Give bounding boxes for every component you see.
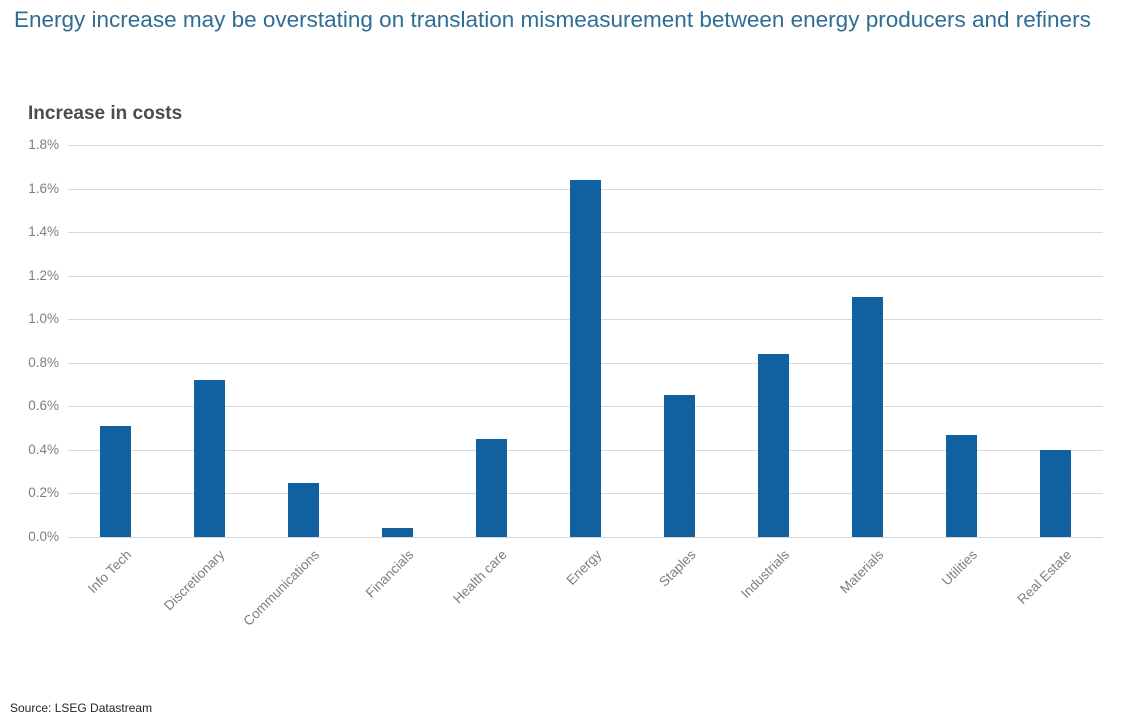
bar-financials [381, 528, 413, 537]
bar-communications [287, 482, 319, 537]
x-axis-tick-label: Materials [837, 547, 887, 597]
gridline [68, 145, 1103, 146]
bar-health-care [475, 439, 507, 537]
x-axis-tick-label: Utilities [939, 547, 981, 589]
y-axis-tick-label: 1.0% [28, 311, 59, 327]
bar-discretionary [193, 380, 225, 537]
x-axis-tick-label: Real Estate [1014, 547, 1075, 607]
page-title: Energy increase may be overstating on tr… [14, 7, 1091, 32]
x-axis-tick-label: Info Tech [84, 547, 134, 597]
x-axis-tick-label: Industrials [738, 547, 793, 602]
x-axis-tick-label: Financials [362, 547, 416, 601]
x-axis-tick-label: Discretionary [161, 547, 228, 614]
y-axis-tick-label: 0.6% [28, 398, 59, 414]
y-axis-tick-label: 0.2% [28, 485, 59, 501]
plot-area: 0.0% 0.2% 0.4% 0.6% 0.8% 1.0% 1.2% 1.4% 1.6% 1.8%… [28, 137, 1103, 629]
y-axis-tick-label: 1.6% [28, 180, 59, 196]
bar-real-estate [1040, 449, 1072, 537]
y-axis-tick-label: 1.4% [28, 224, 59, 240]
y-axis-tick-label: 1.8% [28, 137, 59, 152]
bar-utilities [946, 434, 978, 537]
x-axis-tick-label: Health care [450, 547, 511, 607]
bar-energy [570, 179, 601, 537]
x-axis-tick-label: Communications [240, 547, 322, 629]
bar-info-tech [99, 425, 131, 537]
x-axis-tick-label: Energy [563, 547, 605, 588]
y-axis-tick-label: 0.8% [28, 354, 59, 370]
bar-staples [664, 395, 696, 537]
source-note: Source: LSEG Datastream [10, 701, 153, 715]
bar-materials [852, 297, 884, 537]
y-axis-tick-label: 0.0% [28, 529, 59, 544]
y-axis-tick-label: 1.2% [28, 267, 59, 283]
bar-industrials [758, 354, 790, 537]
y-axis-tick-label: 0.4% [28, 441, 59, 457]
chart-title: Increase in costs [28, 103, 183, 124]
x-axis-tick-label: Staples [655, 547, 699, 590]
gridline [68, 537, 1103, 538]
